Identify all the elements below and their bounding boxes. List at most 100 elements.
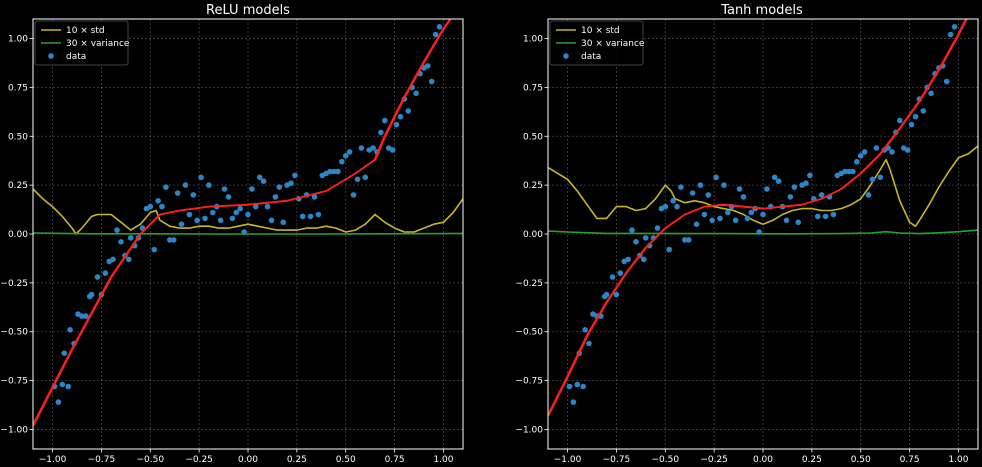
tanh-data-point xyxy=(865,192,872,198)
relu-data-point xyxy=(264,203,271,210)
relu-data-point xyxy=(55,399,62,405)
tanh-legend-data-label: data xyxy=(581,52,601,62)
tanh-data-point xyxy=(736,186,743,192)
relu-xtick-label: −1.00 xyxy=(39,455,67,465)
tanh-data-point xyxy=(908,121,915,128)
tanh-data-point xyxy=(670,198,676,204)
relu-data-point xyxy=(241,229,247,235)
tanh-ytick-label: 0.00 xyxy=(523,230,543,240)
relu-data-point xyxy=(432,31,439,38)
tanh-xtick-label: 0.00 xyxy=(753,455,773,465)
relu-xtick-label: 0.00 xyxy=(238,455,258,465)
relu-data-point xyxy=(88,291,95,298)
tanh-xtick-label: −1.00 xyxy=(554,455,582,465)
tanh-data-point xyxy=(951,24,958,30)
relu-data-point xyxy=(382,117,388,124)
tanh-data-point xyxy=(580,383,586,390)
tanh-data-point xyxy=(662,203,669,210)
relu-data-point xyxy=(276,184,283,190)
relu-data-point xyxy=(163,184,169,190)
relu-data-point xyxy=(167,237,173,243)
tanh-data-point xyxy=(678,184,684,190)
tanh-data-point xyxy=(807,172,813,179)
relu-data-point xyxy=(178,221,185,227)
tanh-xtick-label: 0.50 xyxy=(851,455,871,465)
relu-data-point xyxy=(315,211,322,218)
tanh-data-point xyxy=(682,237,688,243)
relu-data-point xyxy=(339,158,345,165)
tanh-xtick-label: 0.75 xyxy=(900,455,920,465)
tanh-data-point xyxy=(740,194,747,200)
tanh-data-point xyxy=(787,194,794,200)
relu-data-point xyxy=(190,192,197,198)
tanh-legend: 10 × std 30 × variance data xyxy=(549,20,645,66)
tanh-data-point xyxy=(574,381,581,388)
tanh-data-point xyxy=(586,340,592,347)
tanh-data-point xyxy=(920,108,927,114)
relu-xtick-label: −0.50 xyxy=(136,455,164,465)
relu-data-point xyxy=(249,186,255,192)
relu-legend-data-swatch xyxy=(48,53,54,59)
tanh-data-point xyxy=(725,209,731,216)
relu-data-point xyxy=(155,198,161,204)
relu-data-point xyxy=(65,383,71,390)
relu-data-point xyxy=(186,211,193,218)
relu-data-point xyxy=(206,182,212,188)
relu-data-point xyxy=(59,381,66,388)
relu-data-point xyxy=(210,209,216,216)
relu-data-point xyxy=(362,174,369,181)
relu-data-point xyxy=(335,168,341,175)
tanh-data-point xyxy=(697,182,704,188)
relu-legend-box xyxy=(34,20,129,66)
tanh-data-point xyxy=(625,256,631,263)
tanh-data-point xyxy=(701,211,708,218)
tanh-data-point xyxy=(791,184,798,190)
tanh-data-point xyxy=(689,190,696,196)
relu-data-point xyxy=(194,217,200,224)
tanh-xtick-label: 0.25 xyxy=(802,455,822,465)
relu-xtick-label: 0.75 xyxy=(385,455,405,465)
tanh-model-fit-line xyxy=(548,19,966,416)
relu-data-point xyxy=(413,90,419,97)
tanh-data-point xyxy=(613,291,620,298)
relu-data-point xyxy=(405,108,412,114)
relu-30-variance-line xyxy=(33,232,463,235)
relu-data-point xyxy=(233,209,240,216)
relu-data-point xyxy=(268,217,275,224)
tanh-data-point xyxy=(912,113,919,120)
relu-plot-area xyxy=(33,19,463,426)
relu-data-point xyxy=(102,270,109,276)
tanh-series-group xyxy=(548,19,978,417)
tanh-xtick-label: −0.50 xyxy=(651,455,679,465)
tanh-data-point xyxy=(818,192,825,198)
tanh-data-point xyxy=(764,186,770,192)
relu-xtick-label: 0.50 xyxy=(336,455,356,465)
relu-data-point xyxy=(182,182,189,188)
relu-ytick-label: −0.75 xyxy=(0,377,28,387)
tanh-data-point xyxy=(744,215,751,222)
tanh-data-point xyxy=(928,90,934,97)
tanh-legend-variance-label: 30 × variance xyxy=(581,39,645,49)
relu-legend-data-label: data xyxy=(66,52,86,62)
relu-data-point xyxy=(397,113,404,120)
tanh-data-point xyxy=(771,174,778,181)
relu-ytick-label: −0.50 xyxy=(0,328,28,338)
tanh-ytick-label: −0.25 xyxy=(515,279,543,289)
tanh-data-point xyxy=(570,399,577,405)
relu-data-point xyxy=(221,186,228,192)
relu-data-point xyxy=(307,213,314,220)
tanh-legend-std-label: 10 × std xyxy=(581,26,620,36)
tanh-data-point xyxy=(869,176,876,183)
relu-data-point xyxy=(256,174,263,181)
tanh-data-point xyxy=(830,211,837,218)
relu-model-fit-line xyxy=(33,19,451,425)
tanh-data-point xyxy=(775,178,782,184)
tanh-data-point xyxy=(732,217,739,224)
relu-ytick-label: −1.00 xyxy=(0,425,28,435)
relu-data-point xyxy=(272,194,279,200)
relu-data-point xyxy=(253,203,259,210)
relu-ytick-label: 1.00 xyxy=(8,35,28,45)
relu-xtick-label: −0.25 xyxy=(185,455,213,465)
relu-data-point xyxy=(354,176,361,183)
tanh-data-point xyxy=(654,225,661,231)
